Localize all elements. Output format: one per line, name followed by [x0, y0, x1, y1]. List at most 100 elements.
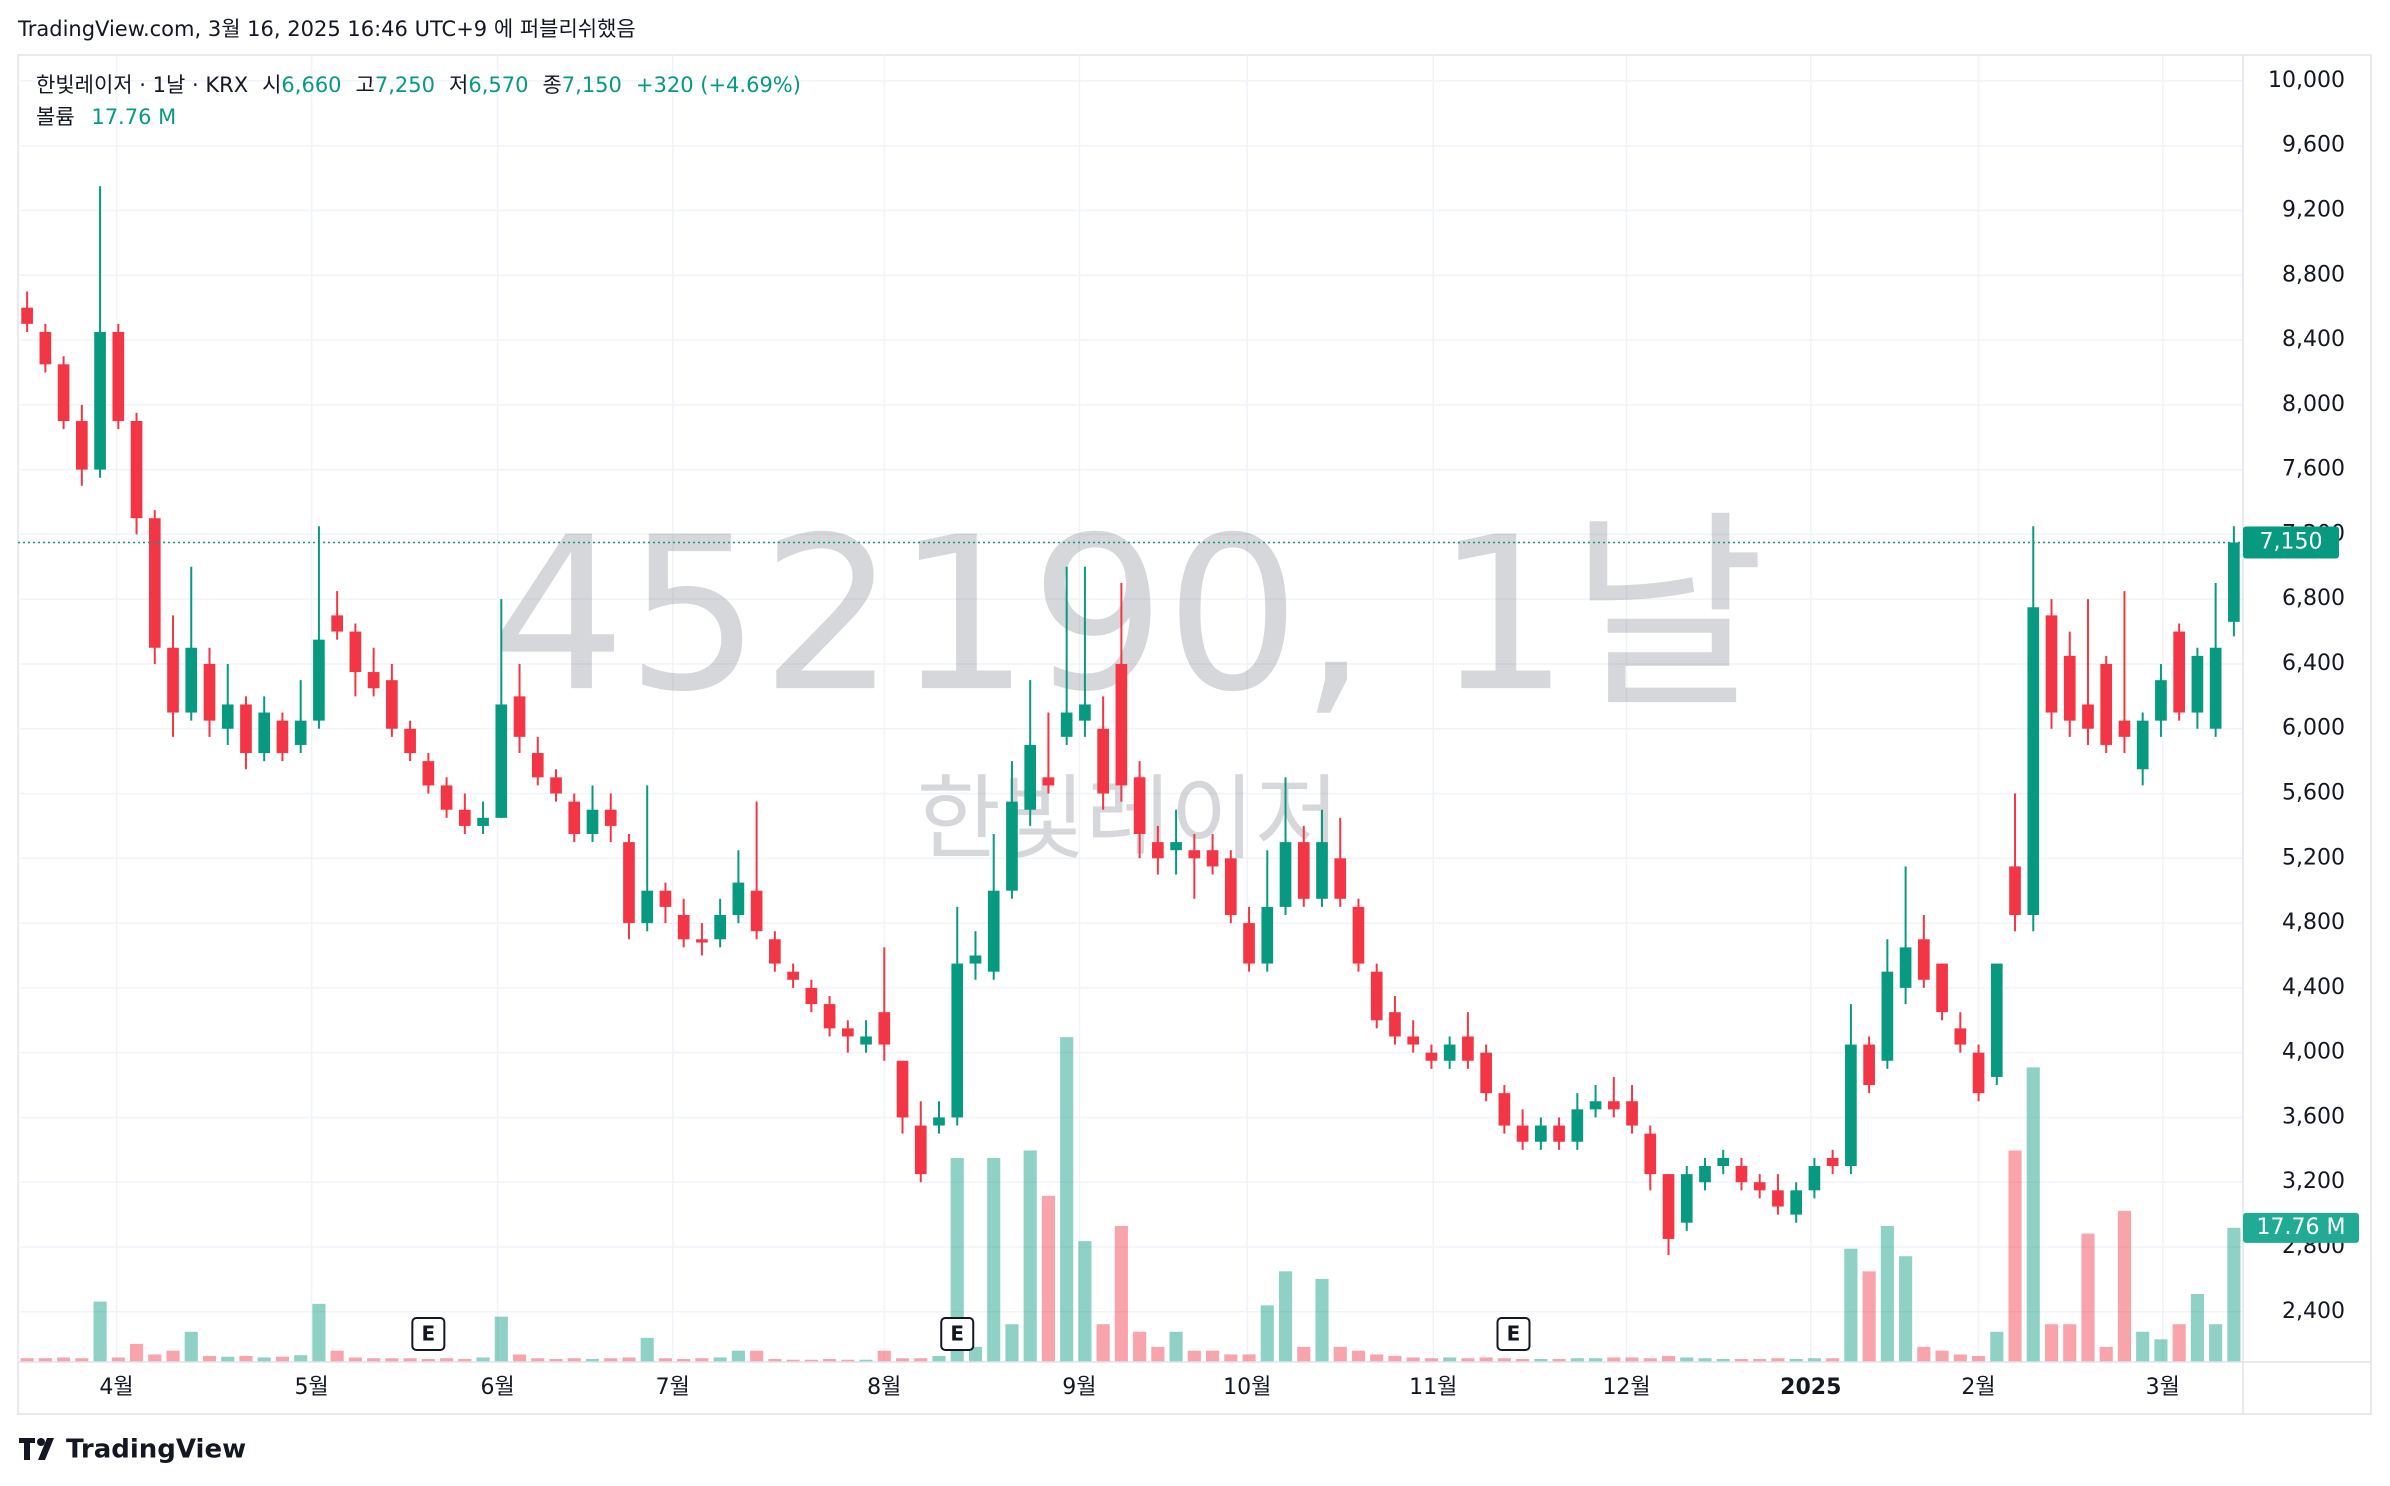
event-badge: [1496, 1317, 1531, 1351]
logo-mark: [19, 1438, 35, 1460]
candle-body: [1535, 1125, 1547, 1142]
event-label: E: [950, 1322, 964, 1346]
volume-bar: [476, 1357, 490, 1362]
volume-bar: [2063, 1324, 2077, 1362]
legend-symbol: 한빛레이저 · 1날 · KRX: [36, 73, 248, 97]
candle-body: [1990, 963, 2003, 1077]
last-volume-box: [2243, 1212, 2359, 1243]
y-tick-label: 9,200: [2282, 197, 2345, 222]
candle-body: [440, 785, 453, 810]
x-tick-label: 2월: [1961, 1375, 1995, 1400]
legend-ohlc-label: 고: [356, 73, 375, 97]
volume-bar: [2172, 1324, 2186, 1362]
candle-body: [1370, 971, 1383, 1021]
candle-body: [860, 1036, 872, 1045]
candle-body: [2063, 655, 2076, 721]
candle-body: [94, 331, 106, 470]
volume-bar: [622, 1357, 636, 1362]
candle-body: [2027, 607, 2040, 915]
volume-bar: [2008, 1150, 2022, 1362]
volume-bar: [1844, 1248, 1858, 1362]
candle-body: [1389, 1012, 1401, 1037]
candle-body: [148, 518, 161, 648]
volume-bar: [895, 1358, 910, 1362]
candle-body: [550, 777, 562, 794]
volume-bar: [512, 1354, 527, 1362]
candle-body: [1297, 842, 1310, 899]
candle-body: [732, 882, 745, 915]
volume-bar: [932, 1355, 946, 1362]
event-label: E: [1507, 1322, 1521, 1346]
volume-bar: [1516, 1358, 1530, 1362]
volume-bar: [1133, 1331, 1147, 1362]
volume-bar: [1953, 1354, 1967, 1362]
volume-bar: [1315, 1278, 1329, 1362]
volume-bar: [202, 1355, 217, 1362]
y-tick-label: 10,000: [2268, 68, 2345, 93]
volume-bar: [1497, 1358, 1511, 1362]
candle-body: [1753, 1182, 1766, 1191]
volume-bar: [330, 1350, 344, 1362]
watermark-symbol: 452190, 1날: [491, 491, 1765, 738]
candle-body: [714, 914, 726, 940]
candle-body: [878, 1012, 891, 1045]
candle-body: [641, 890, 654, 924]
y-tick-label: 4,400: [2282, 975, 2345, 1000]
candle-body: [769, 939, 781, 964]
candle-body: [604, 809, 617, 826]
grid: [18, 55, 2243, 1362]
volume-bar: [1096, 1324, 1110, 1362]
volume-bar: [1807, 1358, 1821, 1362]
volume-bar: [585, 1358, 600, 1362]
volume-bar: [1206, 1350, 1220, 1362]
legend-change: +320 (+4.69%): [636, 73, 801, 97]
volume-bar: [1643, 1358, 1657, 1362]
candle-body: [677, 914, 690, 940]
volume-bar: [166, 1350, 180, 1362]
volume-bar: [385, 1358, 399, 1362]
candle-body: [531, 753, 544, 778]
volume-bar: [1351, 1350, 1366, 1362]
candle-body: [367, 672, 380, 689]
candle-body: [513, 696, 526, 737]
volume-bar: [239, 1355, 253, 1362]
candle-body: [1808, 1166, 1821, 1191]
candle-body: [1936, 963, 1948, 1013]
candle-body: [1006, 801, 1018, 891]
candle-body: [841, 1028, 854, 1037]
volume-bar: [1734, 1358, 1749, 1362]
candle-body: [477, 817, 489, 826]
candle-body: [1863, 1044, 1875, 1086]
volume-bar: [148, 1354, 162, 1362]
volume-bar: [312, 1303, 326, 1362]
candle-body: [1462, 1036, 1474, 1061]
volume-bar: [1753, 1358, 1767, 1362]
candle-body: [2209, 647, 2222, 729]
candle-body: [1060, 712, 1073, 737]
footer-logo: TradingView: [19, 1435, 246, 1465]
volume-bar: [914, 1358, 928, 1362]
candle-body: [623, 842, 635, 924]
volume-bar: [1625, 1357, 1639, 1362]
candle-body: [258, 712, 271, 754]
volume-bar: [1041, 1195, 1055, 1362]
watermark-name: 한빛레이저: [916, 765, 1339, 872]
legend-ohlc-label: 저: [449, 73, 468, 97]
last-volume-label: 17.76 M: [2257, 1215, 2346, 1240]
x-tick-label: 4월: [99, 1375, 133, 1400]
volume-bar: [1771, 1358, 1785, 1362]
volume-bar: [1443, 1357, 1457, 1362]
candle-body: [75, 421, 88, 470]
candle-body: [221, 704, 234, 729]
y-tick-label: 5,200: [2282, 845, 2345, 870]
volume-bar: [1278, 1271, 1293, 1362]
candle-body: [1206, 850, 1219, 867]
candle-body: [1699, 1166, 1711, 1183]
candle-body: [1644, 1133, 1657, 1175]
volume-bar: [695, 1358, 709, 1362]
volume-bar: [2099, 1346, 2113, 1362]
last-price-box: [2243, 526, 2339, 559]
candle-body: [1498, 1093, 1511, 1126]
candle-body: [1115, 663, 1128, 786]
volume-legend: 볼륨 17.76 M: [36, 105, 176, 129]
